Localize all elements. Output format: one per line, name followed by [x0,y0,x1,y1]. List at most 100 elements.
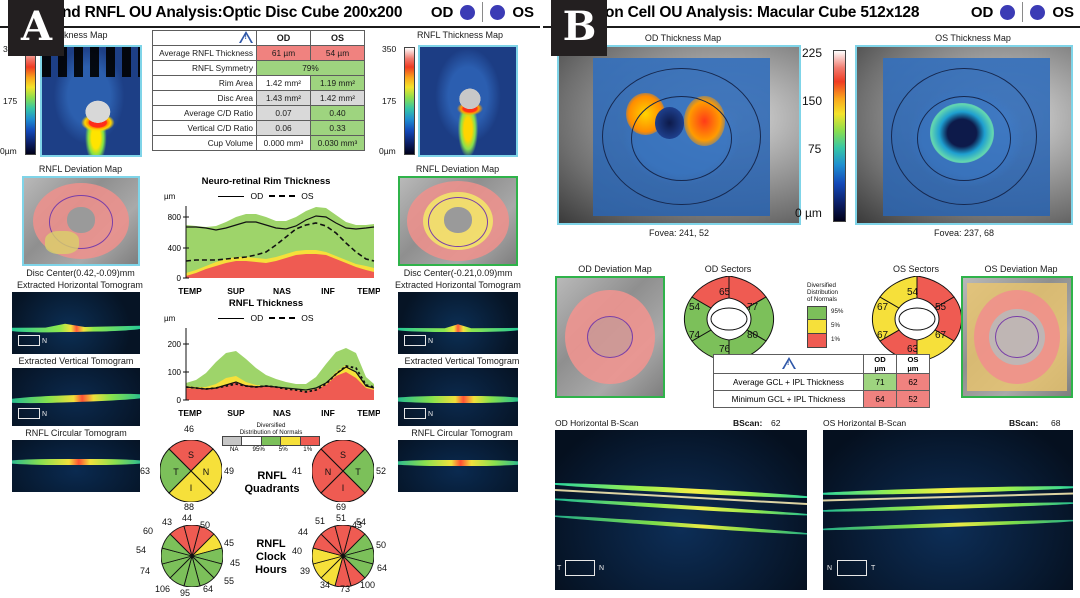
od-vertical-tomogram: N [12,368,140,426]
od-quadrant-inferior: 88 [184,502,195,512]
os-rnfl-thickness-map [418,45,518,157]
x-tick-sup: SUP [227,286,245,294]
os-series-line [185,365,375,393]
macular-colorbar [833,50,846,222]
y-tick-0: 0 [177,396,182,405]
od-clock-2: 45 [224,538,235,548]
od-horizontal-tomogram: N [12,292,140,354]
od-v-scale-box [18,408,40,419]
chart-legend: µm OD OS [152,191,380,201]
row-value-os: 0.33 [310,120,365,136]
legend-od-line-icon [218,195,245,197]
os-horizontal-tomogram: N [398,292,518,354]
od-label: OD [970,3,994,21]
os-bscan-title: OS Horizontal B-Scan [823,418,907,428]
os-dot-icon [490,4,506,20]
row-value-os: 62 [896,373,930,391]
od-gcl-deviation-map [555,276,665,398]
panel-a-eye-tags: OD OS [431,2,534,22]
os-gcl-deviation-title: OS Deviation Map [984,264,1058,274]
od-clock-4: 55 [224,576,235,586]
od-circular-tomogram-title: RNFL Circular Tomogram [25,428,127,438]
os-rnfl-colorbar [404,47,415,155]
row-label: Average C/D Ratio [152,105,257,121]
red-band [186,254,374,278]
legend-od-line-icon [218,317,245,319]
os-quadrant-wheel: S T I N [312,440,374,502]
warning-header-cell [152,30,257,46]
od-quadrant-wheel: S N I T [160,440,222,502]
y-tick-100: 100 [168,368,182,377]
row-label: Cup Volume [152,135,257,151]
row-value-os: 0.030 mm³ [310,135,365,151]
row-value-os: 1.42 mm² [310,90,365,106]
panel-b-title: on Cell OU Analysis: Macular Cube 512x12… [605,4,920,21]
od-gcl-deviation-title: OD Deviation Map [578,264,652,274]
os-label: OS [1052,3,1074,21]
od-clock-11: 43 [162,517,173,527]
table-header-row: OD µm OS µm [713,354,930,374]
os-quadrant-inferior: 69 [336,502,347,512]
os-dot-icon [1030,4,1046,20]
od-sector-inferotemporal: 80 [747,330,759,341]
os-clock-7: 39 [300,566,311,576]
y-axis-unit: µm [164,314,176,323]
od-bscan-label: BScan: [733,418,763,428]
os-h-scale-label: N [428,338,434,345]
od-sector-superotemporal: 77 [747,302,759,313]
panel-a-titlebar: nd RNFL OU Analysis:Optic Disc Cube 200x… [0,0,540,28]
od-macular-thickness-map [557,45,801,225]
od-horizontal-bscan: T N [555,430,807,590]
od-disc-center: Disc Center(0.42,-0.09)mm [26,268,135,278]
panel-a-title: nd RNFL OU Analysis:Optic Disc Cube 200x… [62,4,403,21]
table-row: RNFL Symmetry 79% [152,60,365,76]
od-clock-10: 60 [143,526,154,536]
os-colorbar-max: 350 [382,44,397,54]
row-label: Disc Area [152,90,257,106]
x-tick-nas: NAS [273,408,291,416]
legend-swatch-5 [281,437,301,445]
legend-od-label: OD [250,191,264,201]
table-row: Cup Volume 0.000 mm³ 0.030 mm³ [152,135,365,151]
panel-b: on Cell OU Analysis: Macular Cube 512x12… [540,0,1080,596]
legend-swatch-white [242,437,262,445]
row-value-od: 61 µm [256,45,311,61]
warning-triangle-icon [781,357,796,369]
od-sector-superior: 65 [719,287,731,298]
svg-text:T: T [355,467,361,477]
od-colorbar-mid: 175 [3,96,18,106]
os-rnfl-deviation-map [398,176,518,266]
od-sector-inferior: 76 [719,344,731,355]
od-dev-ellipse [586,315,634,359]
eye-divider [482,2,484,22]
legend-tick-5: 5% [278,446,288,453]
row-value-od: 0.000 mm³ [256,135,311,151]
os-clock-1: 43 [352,520,363,530]
od-rnfl-colorbar [25,47,36,155]
od-etdrs-ring [602,68,761,206]
table-row: Minimum GCL + IPL Thickness 64 52 [713,390,930,408]
os-clock-8: 40 [292,546,303,556]
row-value-symmetry: 79% [256,60,365,76]
svg-text:N: N [325,467,332,477]
gcl-ipl-table: OD µm OS µm Average GCL + IPL Thickness … [713,354,930,408]
x-tick-nas: NAS [273,286,291,294]
macular-colorbar-225: 225 [802,46,823,60]
od-bscan-title: OD Horizontal B-Scan [555,418,639,428]
os-clock-12: 54 [356,517,367,527]
x-tick-sup: SUP [227,408,245,416]
legend-swatch-95 [261,437,282,445]
table-row: Average C/D Ratio 0.07 0.40 [152,105,365,121]
os-v-scale-box [404,408,426,419]
od-clock-hours-wheel [161,525,223,587]
row-value-od: 71 [863,373,897,391]
os-sector-superonasal: 67 [877,302,889,313]
od-macular-thickness-title: OD Thickness Map [644,33,722,43]
clock-caption-line2: Clock [256,551,286,563]
od-clock-12: 44 [182,513,193,523]
header-os-um: OS µm [896,354,930,374]
table-row: Vertical C/D Ratio 0.06 0.33 [152,120,365,136]
os-quadrant-temporal: 52 [376,466,387,476]
y-tick-800: 800 [168,213,182,222]
legend-line-2: Distribution [807,289,838,296]
